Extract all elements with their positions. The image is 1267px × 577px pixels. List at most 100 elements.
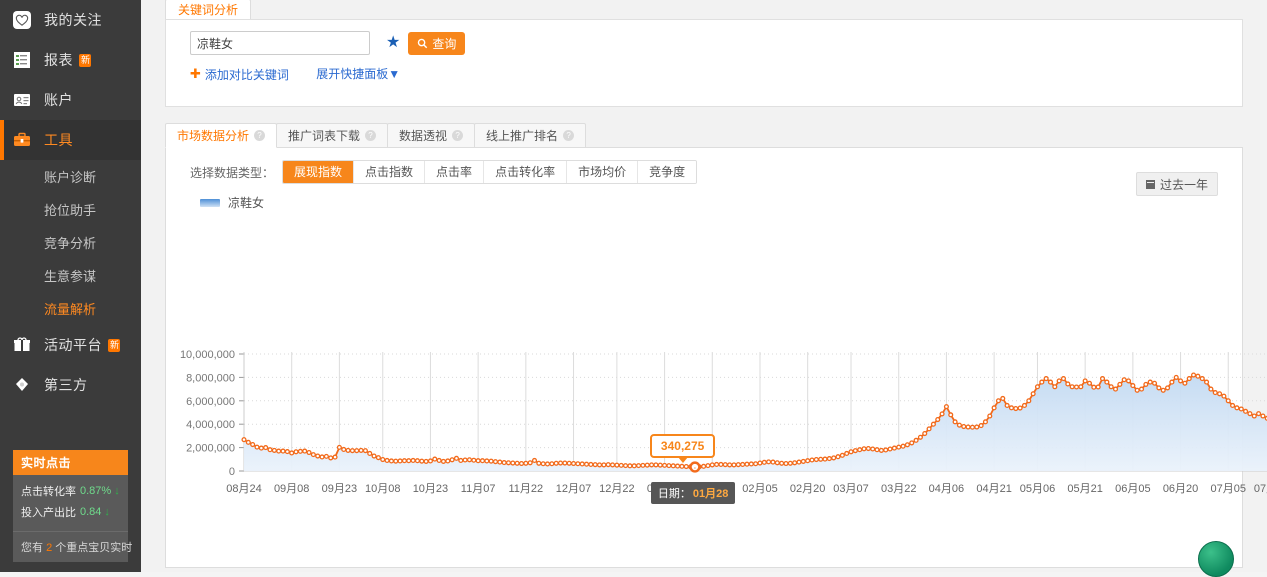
type-button-market-avg-price[interactable]: 市场均价	[567, 161, 639, 183]
type-button-label: 展现指数	[294, 165, 343, 179]
help-icon[interactable]: ?	[452, 130, 464, 141]
top-tab-strip: 关键词分析	[165, 0, 252, 20]
realtime-click-widget: 实时点击 点击转化率 0.87% ↓ 投入产出比 0.84 ↓ 您有 2 个重点…	[13, 450, 132, 562]
search-button-label: 查询	[432, 36, 457, 51]
svg-text:6,000,000: 6,000,000	[186, 396, 235, 408]
svg-text:11月07: 11月07	[461, 483, 496, 495]
data-type-button-group: 展现指数 点击指数 点击率 点击转化率 市场均价 竞争度	[282, 160, 698, 184]
tab-label: 关键词分析	[178, 3, 239, 17]
help-icon[interactable]: ?	[365, 130, 377, 141]
sidebar-item-label: 账户	[44, 92, 73, 108]
add-compare-keyword-button[interactable]: ✚ 添加对比关键词	[190, 66, 289, 83]
chart-panel: 选择数据类型： 展现指数 点击指数 点击率 点击转化率 市场均价 竞争度 过去一…	[165, 147, 1267, 577]
type-button-impression-index[interactable]: 展现指数	[283, 161, 355, 183]
tab-keyword-analysis[interactable]: 关键词分析	[165, 0, 252, 20]
date-tooltip: 日期： 01月28	[650, 482, 736, 504]
tooltip-value: 340,275	[660, 439, 705, 454]
type-button-label: 点击率	[436, 165, 473, 179]
realtime-widget-body: 点击转化率 0.87% ↓ 投入产出比 0.84 ↓	[13, 475, 128, 531]
type-button-label: 点击指数	[365, 165, 414, 179]
tab-label: 推广词表下载	[288, 129, 361, 143]
realtime-widget-footer[interactable]: 您有 2 个重点宝贝实时	[13, 531, 132, 562]
sidebar-subitem-traffic-analysis[interactable]: 流量解析	[0, 292, 141, 325]
search-button[interactable]: 查询	[408, 31, 466, 55]
type-button-label: 竞争度	[649, 165, 686, 179]
date-tooltip-value: 01月28	[692, 488, 729, 500]
type-button-click-conversion[interactable]: 点击转化率	[484, 161, 568, 183]
date-range-button[interactable]: 过去一年	[1135, 172, 1218, 196]
expand-quick-panel-button[interactable]: 展开快捷面板▼	[316, 65, 400, 82]
svg-text:03月07: 03月07	[833, 483, 868, 495]
chart-area: 0 2,000,000 4,000,000 6,000,000 8,000,000 10,…	[166, 344, 1267, 577]
sidebar-subitem-label: 竞争分析	[44, 236, 97, 251]
type-button-click-index[interactable]: 点击指数	[354, 161, 426, 183]
svg-text:05月21: 05月21	[1067, 483, 1102, 495]
type-button-competition[interactable]: 竞争度	[638, 161, 697, 183]
diamond-icon	[16, 378, 28, 391]
chart-legend: 凉鞋女	[166, 184, 1242, 211]
impression-index-area-chart: 0 2,000,000 4,000,000 6,000,000 8,000,000 10,…	[180, 349, 1267, 495]
footer-text-pre: 您有	[21, 542, 43, 554]
sidebar-item-label: 我的关注	[44, 12, 102, 28]
sidebar-subitem-label: 生意参谋	[44, 269, 97, 284]
metric-label: 投入产出比	[21, 507, 76, 519]
account-card-icon	[14, 94, 30, 106]
sidebar-item-activity-platform[interactable]: 活动平台 新	[0, 325, 141, 365]
sidebar-subitem-rank-helper[interactable]: 抢位助手	[0, 193, 141, 226]
briefcase-icon	[14, 132, 30, 146]
sidebar-item-account[interactable]: 账户	[0, 80, 141, 120]
svg-text:09月08: 09月08	[274, 483, 309, 495]
svg-text:11月22: 11月22	[509, 483, 544, 495]
sidebar-item-my-focus[interactable]: 我的关注	[0, 0, 141, 40]
data-type-label: 选择数据类型：	[190, 165, 275, 180]
sidebar-item-tools[interactable]: 工具	[0, 120, 141, 160]
metric-label: 点击转化率	[21, 486, 76, 498]
type-button-label: 市场均价	[578, 165, 627, 179]
data-type-selector: 选择数据类型： 展现指数 点击指数 点击率 点击转化率 市场均价 竞争度	[166, 148, 1242, 184]
search-panel: ★ 查询 ✚ 添加对比关键词 展开快捷面板▼	[165, 19, 1243, 107]
tab-market-data-analysis[interactable]: 市场数据分析 ?	[165, 123, 278, 148]
realtime-metric-row: 投入产出比 0.84 ↓	[21, 504, 120, 520]
sidebar-subitem-business-advisor[interactable]: 生意参谋	[0, 259, 141, 292]
sidebar-item-report[interactable]: 报表 新	[0, 40, 141, 80]
tab-label: 数据透视	[399, 129, 448, 143]
svg-text:4,000,000: 4,000,000	[186, 419, 235, 431]
sidebar-item-third-party[interactable]: 第三方	[0, 365, 141, 405]
inner-tab-strip: 市场数据分析 ? 推广词表下载 ? 数据透视 ? 线上推广排名 ?	[165, 123, 587, 148]
report-icon	[14, 52, 30, 68]
sidebar-subitem-competition-analysis[interactable]: 竞争分析	[0, 226, 141, 259]
tab-promo-wordlist-download[interactable]: 推广词表下载 ?	[276, 123, 389, 148]
tab-data-pivot[interactable]: 数据透视 ?	[387, 123, 476, 148]
sidebar: 我的关注 报表 新 账户	[0, 0, 141, 572]
plus-icon: ✚	[190, 66, 201, 81]
main-content: 关键词分析 ★ 查询 ✚ 添加对比关键词 展开快捷面板▼	[141, 0, 1267, 577]
svg-text:06月20: 06月20	[1163, 483, 1198, 495]
help-icon[interactable]: ?	[254, 130, 266, 141]
trend-down-icon: ↓	[114, 485, 120, 497]
svg-text:02月05: 02月05	[742, 483, 777, 495]
help-icon[interactable]: ?	[563, 130, 575, 141]
legend-swatch	[200, 198, 220, 207]
legend-label: 凉鞋女	[228, 196, 265, 210]
star-icon[interactable]: ★	[386, 34, 401, 51]
sidebar-item-label: 工具	[44, 132, 73, 148]
date-tooltip-label: 日期：	[657, 488, 691, 500]
svg-text:07月20: 07月20	[1254, 483, 1267, 495]
metric-value: 0.84	[80, 506, 102, 518]
tab-online-promo-rank[interactable]: 线上推广排名 ?	[474, 123, 587, 148]
sidebar-badge-new: 新	[108, 338, 121, 352]
type-button-ctr[interactable]: 点击率	[425, 161, 485, 183]
svg-text:10月23: 10月23	[413, 483, 448, 495]
svg-text:10,000,000: 10,000,000	[180, 349, 235, 361]
svg-text:8,000,000: 8,000,000	[186, 372, 235, 384]
sidebar-badge-new: 新	[79, 53, 92, 67]
svg-text:08月24: 08月24	[226, 483, 261, 495]
sidebar-subitem-account-diagnosis[interactable]: 账户诊断	[0, 160, 141, 193]
magnifier-icon	[418, 38, 428, 48]
search-row: ★ 查询	[166, 20, 1242, 55]
svg-text:06月05: 06月05	[1115, 483, 1150, 495]
svg-text:04月06: 04月06	[929, 483, 964, 495]
keyword-input[interactable]	[190, 31, 370, 55]
sidebar-item-label: 第三方	[44, 377, 88, 393]
